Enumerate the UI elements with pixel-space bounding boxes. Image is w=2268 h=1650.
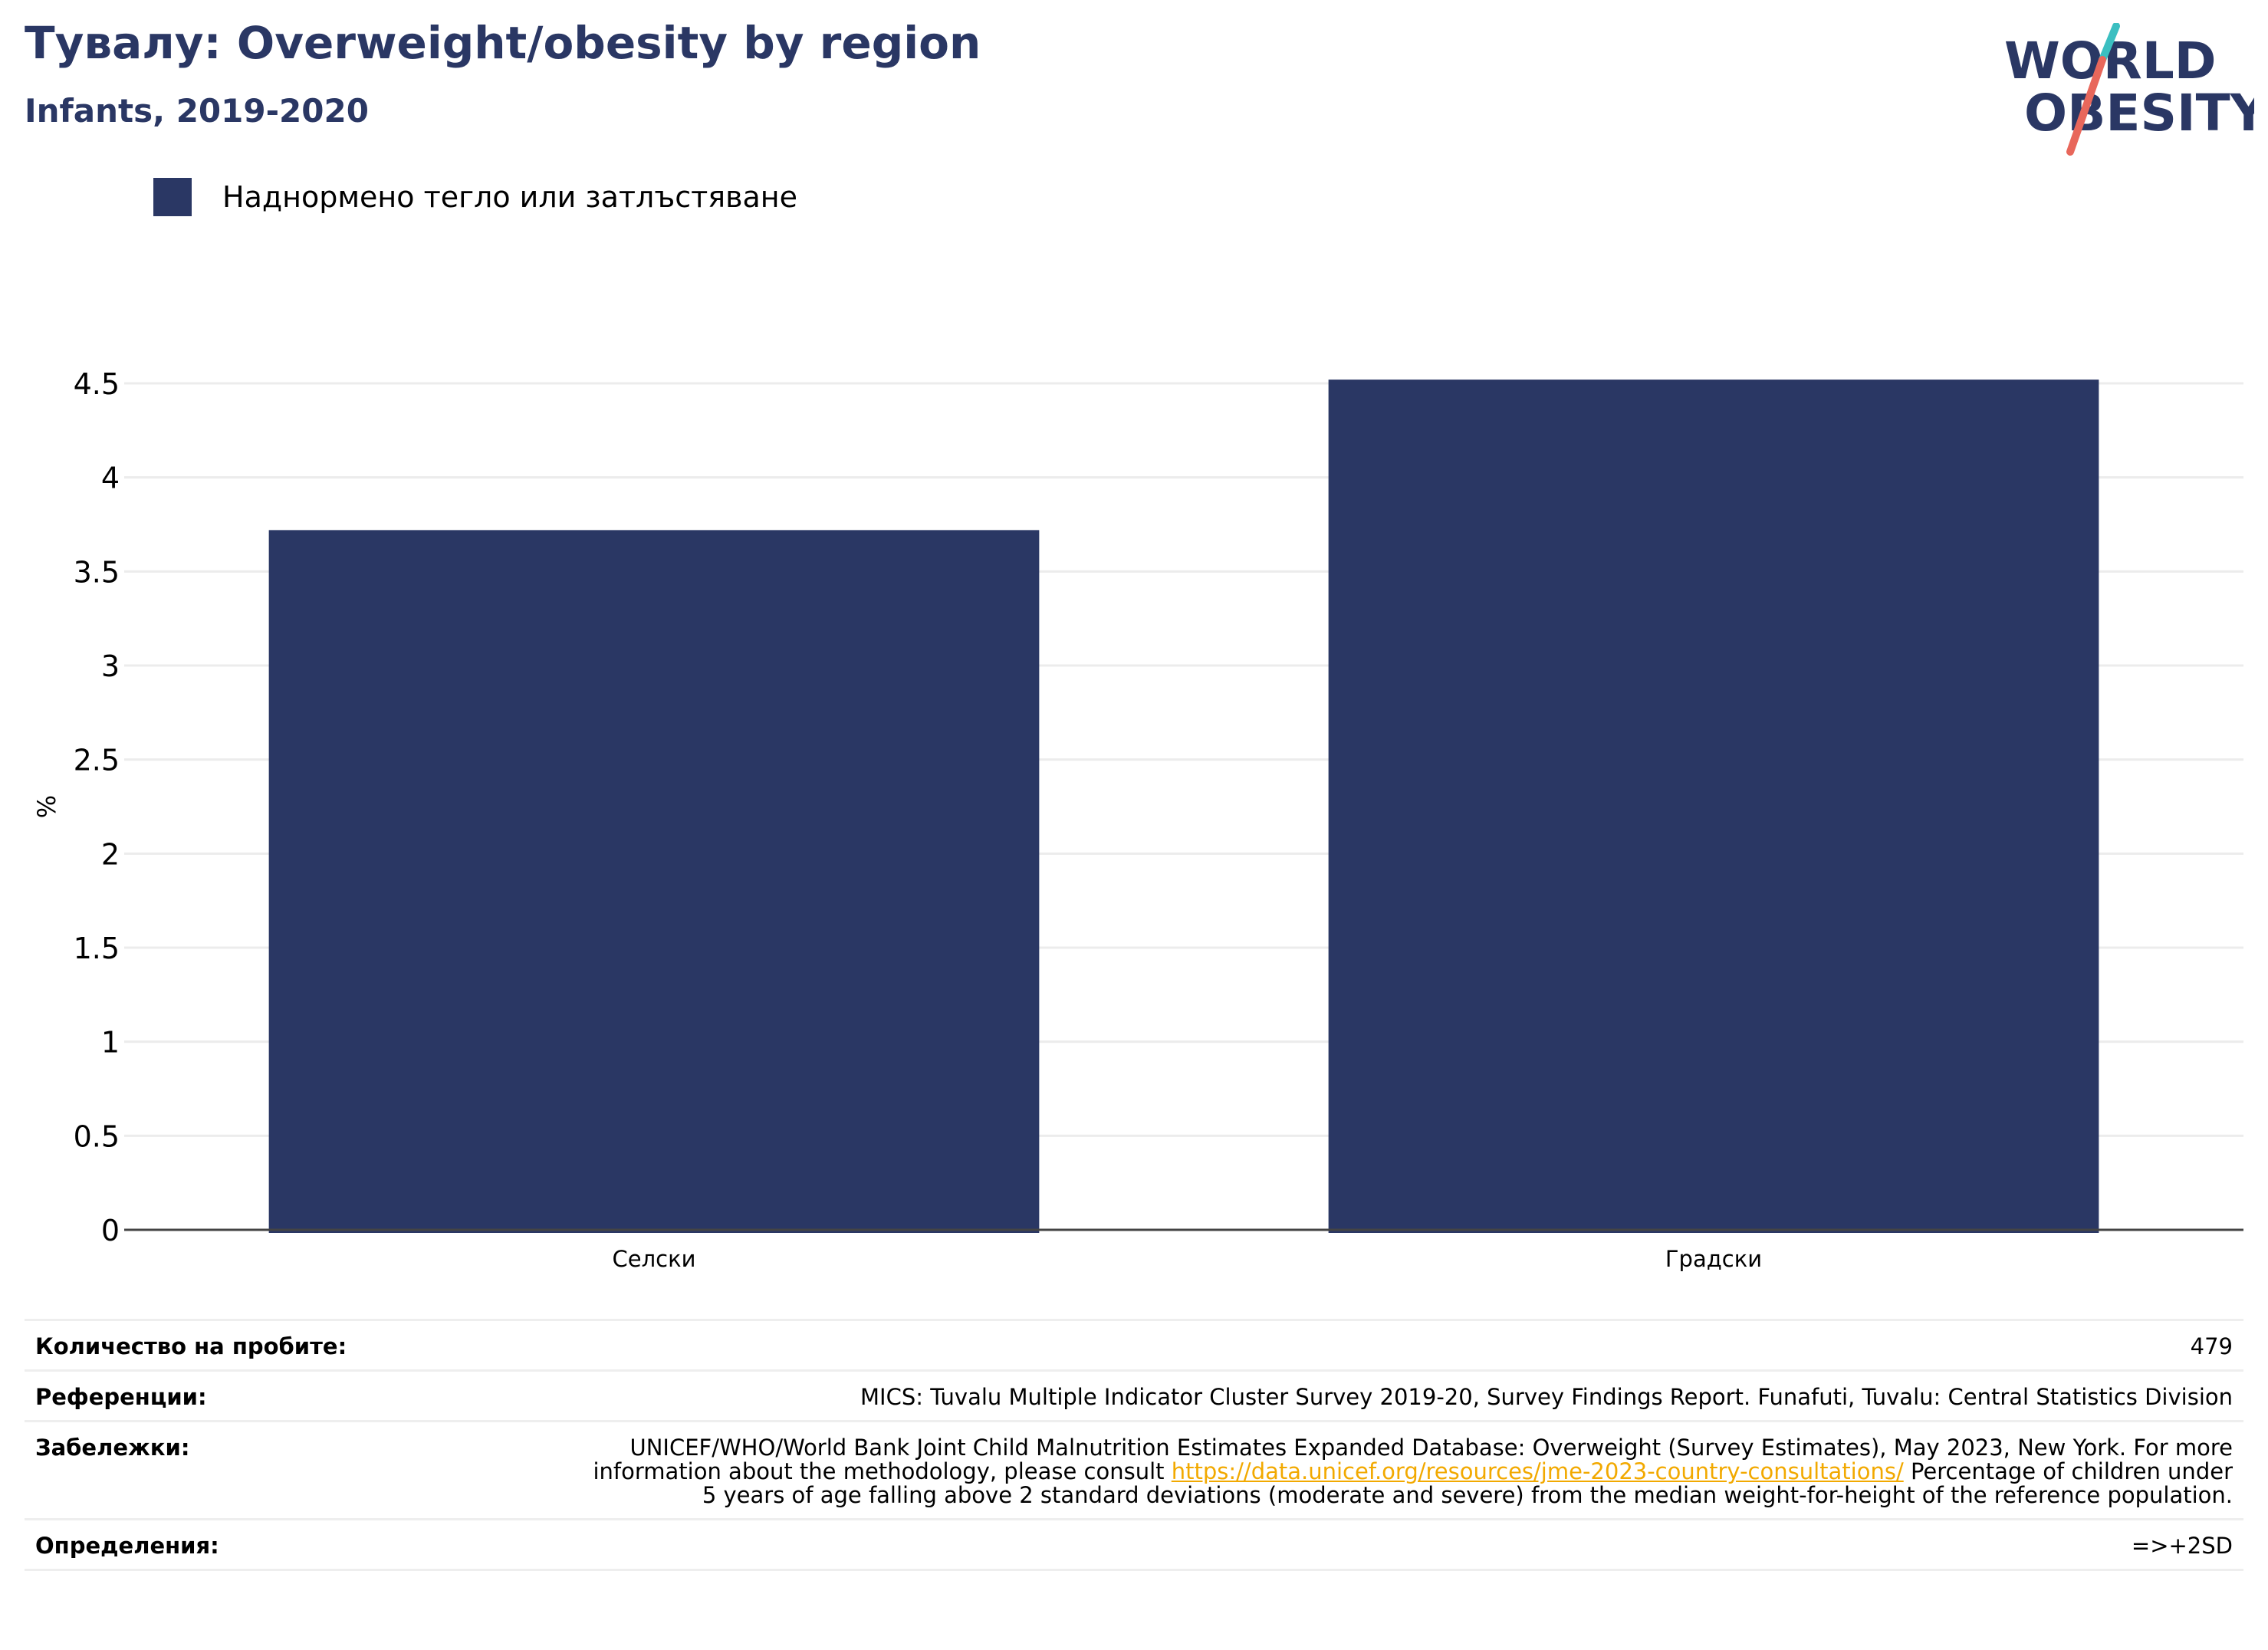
chart-title: Тувалу: Overweight/obesity by region: [25, 17, 981, 69]
y-tick-label: 4.5: [74, 367, 120, 401]
footer-row-notes: Забележки: UNICEF/WHO/World Bank Joint C…: [25, 1420, 2243, 1518]
y-axis-label: %: [32, 795, 61, 818]
notes-value: UNICEF/WHO/World Bank Joint Child Malnut…: [592, 1436, 2233, 1507]
sample-size-label: Количество на пробите:: [35, 1333, 347, 1359]
y-tick-label: 1: [101, 1026, 120, 1060]
logo-word-obesity: OBESITY: [2024, 84, 2254, 143]
definitions-value: =>+2SD: [2131, 1533, 2233, 1559]
footer-row-references: Референции: MICS: Tuvalu Multiple Indica…: [25, 1369, 2243, 1420]
notes-label: Забележки:: [35, 1435, 190, 1461]
world-obesity-logo: WORLD OBESITY: [2004, 23, 2254, 156]
bar-0: [268, 530, 1040, 1233]
x-tick-label: Градски: [1665, 1246, 1762, 1272]
x-tick-label: Селски: [613, 1246, 696, 1272]
definitions-label: Определения:: [35, 1533, 219, 1559]
footer-row-definitions: Определения: =>+2SD: [25, 1518, 2243, 1571]
logo-slash-teal: [2099, 23, 2120, 64]
y-tick-label: 4: [101, 462, 120, 495]
bar-chart: 0 0.5 1 1.5 2 2.5 3 3.5 4 4.5 Селски Градски%: [32, 367, 2243, 1272]
legend-swatch: [153, 178, 192, 216]
sample-size-value: 479: [2190, 1333, 2233, 1359]
notes-link[interactable]: https://data.unicef.org/resources/jme-20…: [1171, 1458, 1904, 1484]
y-tick-label: 1.5: [74, 932, 120, 965]
y-tick-label: 3.5: [74, 555, 120, 589]
y-tick-label: 2: [101, 837, 120, 871]
notes-text-after: Percentage of children under 5 years of …: [702, 1458, 2233, 1508]
chart-legend[interactable]: Наднормено тегло или затлъстяване: [153, 178, 797, 216]
logo-slash-coral: [2066, 56, 2106, 156]
y-tick-label: 0: [101, 1214, 120, 1247]
y-tick-label: 0.5: [74, 1119, 120, 1153]
bar-1: [1328, 380, 2099, 1234]
notes-text-before: UNICEF/WHO/World Bank Joint Child Malnut…: [593, 1435, 2233, 1484]
chart-footer: Количество на пробите: 479 Референции: M…: [25, 1319, 2243, 1571]
legend-label: Наднормено тегло или затлъстяване: [222, 180, 797, 214]
y-tick-label: 2.5: [74, 744, 120, 777]
references-label: Референции:: [35, 1384, 207, 1410]
footer-row-sample: Количество на пробите: 479: [25, 1319, 2243, 1369]
y-tick-label: 3: [101, 649, 120, 683]
chart-subtitle: Infants, 2019-2020: [25, 92, 369, 130]
references-value: MICS: Tuvalu Multiple Indicator Cluster …: [860, 1384, 2233, 1410]
